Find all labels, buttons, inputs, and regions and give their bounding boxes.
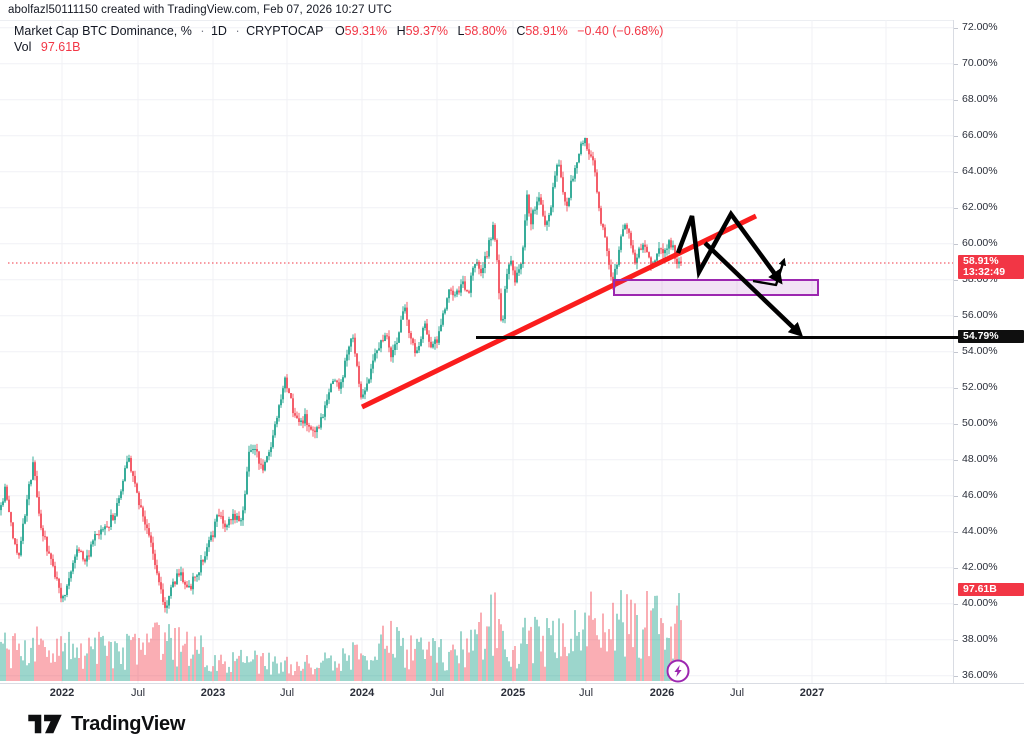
current-price-value: 58.91% (963, 255, 999, 267)
price-tick-label: 44.00% (962, 525, 998, 538)
price-tick-mark (954, 567, 958, 569)
time-axis-label: 2024 (349, 687, 375, 699)
price-tick-mark (954, 603, 958, 605)
candlesticks (0, 137, 682, 614)
price-tick-label: 68.00% (962, 93, 998, 106)
time-axis-label: Jul (130, 687, 146, 699)
ohlc-high: H59.37% (396, 24, 448, 38)
price-tick-label: 54.00% (962, 345, 998, 358)
price-tick-mark (954, 639, 958, 641)
price-tick-label: 72.00% (962, 21, 998, 34)
level-price-badge: 54.79% (958, 330, 1024, 343)
time-axis-label: Jul (279, 687, 295, 699)
time-axis-label: Jul (578, 687, 594, 699)
bar-countdown: 13:32:49 (963, 266, 1006, 278)
projection-arrows[interactable] (675, 209, 804, 337)
time-axis-label: 2022 (49, 687, 75, 699)
price-tick-mark (954, 387, 958, 389)
volume-legend[interactable]: Vol 97.61B (14, 40, 81, 54)
volume-value: 97.61B (40, 40, 81, 54)
flash-idea-marker[interactable] (666, 659, 690, 683)
price-tick-mark (954, 459, 958, 461)
price-tick-label: 62.00% (962, 201, 998, 214)
tradingview-logo[interactable]: TradingView (28, 711, 185, 737)
attribution-text: abolfazl50111150 created with TradingVie… (8, 4, 392, 16)
price-tick-label: 66.00% (962, 129, 998, 142)
price-tick-mark (954, 27, 958, 29)
bounce-hook-arrow[interactable] (752, 257, 787, 287)
price-tick-mark (954, 207, 958, 209)
price-tick-label: 38.00% (962, 633, 998, 646)
support-zone-box[interactable] (613, 279, 819, 296)
exchange-label: CRYPTOCAP (246, 24, 324, 38)
price-tick-label: 64.00% (962, 165, 998, 178)
price-tick-label: 40.00% (962, 597, 998, 610)
time-axis-label: 2027 (799, 687, 825, 699)
ohlc-close: C58.91% (516, 24, 568, 38)
volume-label: Vol (14, 40, 32, 54)
price-axis[interactable]: 72.00% 70.00% 68.00% 66.00% 64.00% 62.00% 60.0… (953, 20, 1024, 683)
volume-badge: 97.61B (958, 583, 1024, 596)
time-axis-label: 2023 (200, 687, 226, 699)
ohlc-low: L58.80% (457, 24, 507, 38)
pane-top-separator (0, 20, 1024, 21)
price-tick-mark (954, 279, 958, 281)
price-tick-mark (954, 315, 958, 317)
price-tick-label: 48.00% (962, 453, 998, 466)
price-tick-label: 36.00% (962, 669, 998, 682)
price-tick-label: 52.00% (962, 381, 998, 394)
price-tick-mark (954, 243, 958, 245)
price-tick-label: 50.00% (962, 417, 998, 430)
price-tick-label: 60.00% (962, 237, 998, 250)
price-tick-mark (954, 63, 958, 65)
time-axis[interactable]: 2022 Jul 2023 Jul 2024 Jul 2025 Jul 2026 Jul 2027 (0, 683, 1024, 703)
price-tick-label: 46.00% (962, 489, 998, 502)
lightning-bolt-icon (674, 665, 682, 677)
time-axis-label: 2025 (500, 687, 526, 699)
trendline-drawing[interactable] (360, 213, 758, 410)
current-price-badge: 58.91% 13:32:49 (958, 255, 1024, 279)
symbol-legend[interactable]: Market Cap BTC Dominance, % · 1D · CRYPT… (14, 24, 664, 38)
ohlc-open: O59.31% (334, 24, 388, 38)
price-tick-mark (954, 351, 958, 353)
zigzag-arrow[interactable] (675, 209, 783, 285)
price-tick-label: 56.00% (962, 309, 998, 322)
price-tick-mark (954, 135, 958, 137)
price-tick-mark (954, 171, 958, 173)
time-axis-label: Jul (429, 687, 445, 699)
price-tick-mark (954, 675, 958, 677)
price-tick-mark (954, 423, 958, 425)
long-down-arrow[interactable] (703, 241, 804, 337)
price-tick-label: 70.00% (962, 57, 998, 70)
price-tick-label: 42.00% (962, 561, 998, 574)
change-value: −0.40 (−0.68%) (577, 24, 664, 38)
time-axis-label: Jul (729, 687, 745, 699)
chart-pane[interactable] (0, 20, 953, 683)
price-tick-mark (954, 99, 958, 101)
price-tick-mark (954, 495, 958, 497)
tradingview-logo-icon (28, 714, 62, 734)
horizontal-level-line[interactable] (476, 336, 966, 339)
interval-label[interactable]: 1D (210, 24, 227, 38)
symbol-title[interactable]: Market Cap BTC Dominance, % (14, 24, 192, 38)
tradingview-logo-text: TradingView (71, 712, 186, 735)
time-axis-label: 2026 (649, 687, 675, 699)
price-tick-mark (954, 531, 958, 533)
volume-bars (0, 590, 682, 681)
